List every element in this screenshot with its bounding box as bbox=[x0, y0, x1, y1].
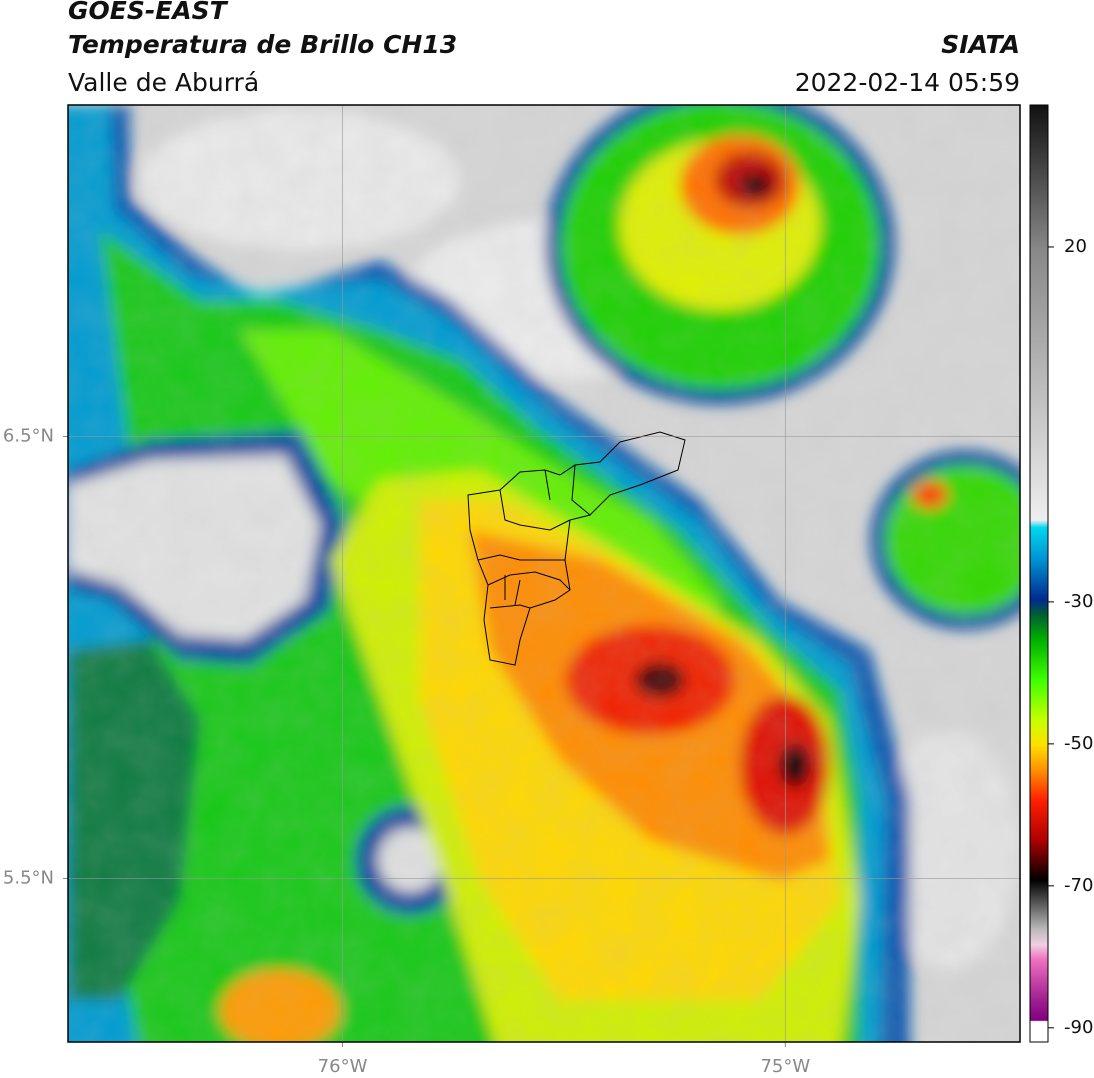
colorbar-tick-label: -30 bbox=[1064, 591, 1093, 612]
colorbar-tick-label: 20 bbox=[1064, 236, 1087, 257]
y-tick-label: 5.5°N bbox=[3, 867, 54, 888]
graticule: 76°W 75°W 6.5°N 5.5°N bbox=[3, 105, 1020, 1077]
map-frame bbox=[67, 104, 1021, 1043]
title: GOES-EAST bbox=[68, 0, 229, 25]
x-tick-label: 76°W bbox=[318, 1056, 368, 1077]
colorbar-ticks: 20 -30 -50 -70 -90 bbox=[1048, 236, 1093, 1038]
colorbar-tick-label: -50 bbox=[1064, 733, 1093, 754]
satellite-image bbox=[68, 105, 1020, 1042]
timestamp: 2022-02-14 05:59 bbox=[795, 68, 1020, 97]
colorbar-tick-label: -90 bbox=[1064, 1017, 1093, 1038]
region: Valle de Aburrá bbox=[68, 68, 259, 97]
y-tick-label: 6.5°N bbox=[3, 425, 54, 446]
source: SIATA bbox=[941, 30, 1020, 59]
colorbar-tick-label: -70 bbox=[1064, 875, 1093, 896]
colorbar bbox=[1029, 104, 1049, 1043]
subtitle: Temperatura de Brillo CH13 bbox=[68, 30, 457, 59]
x-tick-label: 75°W bbox=[760, 1056, 810, 1077]
